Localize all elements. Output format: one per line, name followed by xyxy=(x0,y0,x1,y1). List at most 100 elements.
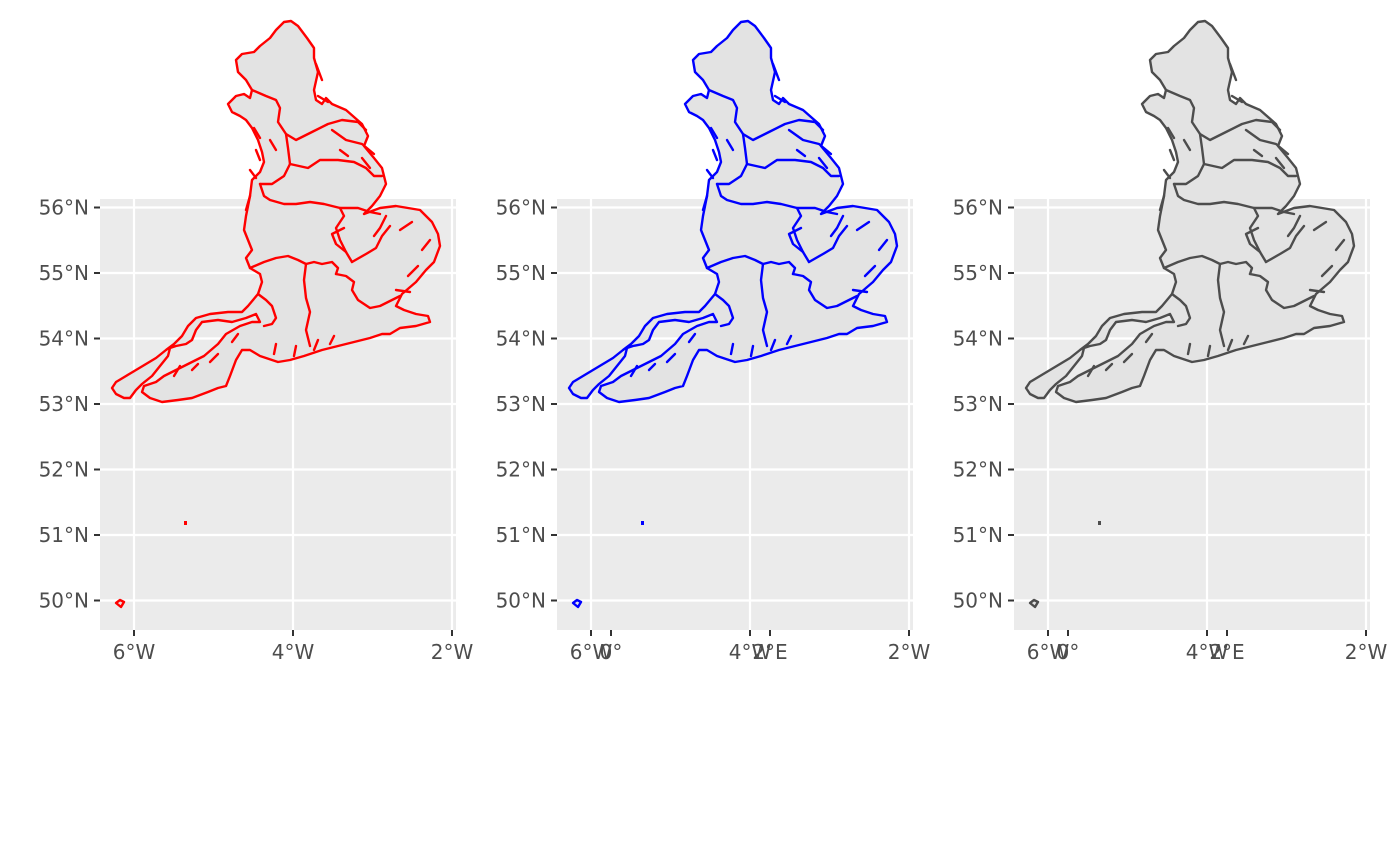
y-tick-label: 56°N xyxy=(39,196,89,220)
coast-detail xyxy=(709,126,719,140)
coast-detail xyxy=(1244,128,1290,156)
coast-detail xyxy=(1228,62,1238,82)
region-boundary xyxy=(759,262,769,348)
region-boundary xyxy=(302,262,312,348)
coast-detail xyxy=(292,344,298,358)
x-tick-label: 2°E xyxy=(752,640,787,664)
coast-detail xyxy=(1086,364,1096,378)
region-boundary xyxy=(338,206,382,216)
x-tick-label: 2°E xyxy=(1209,640,1244,664)
region-boundary xyxy=(258,132,292,186)
coast-detail xyxy=(863,264,877,278)
region-boundary xyxy=(1248,272,1316,310)
region-boundary xyxy=(258,182,354,264)
y-tick-label: 55°N xyxy=(953,261,1003,285)
coast-detail xyxy=(795,148,807,158)
coast-detail xyxy=(1312,220,1328,232)
region-boundary xyxy=(807,224,849,264)
coast-detail xyxy=(394,288,412,294)
coast-detail xyxy=(1206,344,1212,358)
coast-detail xyxy=(629,364,639,378)
coast-detail xyxy=(398,220,414,232)
region-boundary xyxy=(701,194,709,212)
coast-detail xyxy=(252,126,262,140)
coast-detail xyxy=(1334,238,1346,252)
scilly-isles xyxy=(1028,598,1040,609)
coast-detail xyxy=(1104,362,1114,372)
coast-detail xyxy=(248,168,258,180)
region-boundary xyxy=(250,88,368,142)
coast-detail xyxy=(1252,148,1264,158)
coast-detail xyxy=(314,62,324,82)
coast-detail xyxy=(687,332,697,344)
coast-detail xyxy=(1242,334,1250,346)
x-tick-label: 6°W xyxy=(1027,640,1070,664)
y-tick-label: 54°N xyxy=(953,327,1003,351)
coast-detail xyxy=(1182,138,1192,152)
region-boundary xyxy=(1264,224,1306,264)
y-tick-label: 54°N xyxy=(496,327,546,351)
coast-detail xyxy=(1166,126,1176,140)
coast-detail xyxy=(705,168,715,180)
region-boundary xyxy=(707,88,825,142)
region-boundary xyxy=(288,158,384,178)
england-outline xyxy=(567,19,899,404)
y-tick-label: 54°N xyxy=(39,327,89,351)
y-tick-label: 52°N xyxy=(39,458,89,482)
coast-detail xyxy=(1144,332,1154,344)
region-boundary xyxy=(1170,292,1192,328)
x-tick-label: 6°W xyxy=(570,640,613,664)
map-panel-blue: 6°W 4°W 2°W 0° 2°E 50°N 51°N 52°N 53°N 54°N 55°N 56… xyxy=(496,19,1245,664)
coast-detail xyxy=(1274,156,1286,170)
scilly-isles xyxy=(571,598,583,609)
coast-detail xyxy=(328,334,336,346)
coast-detail xyxy=(769,338,777,352)
region-boundary xyxy=(1172,182,1268,264)
coast-detail xyxy=(711,148,719,162)
y-tick-label: 53°N xyxy=(39,392,89,416)
coast-detail xyxy=(725,138,735,152)
x-tick-label: 2°W xyxy=(1345,640,1388,664)
region-boundary xyxy=(1216,262,1226,348)
region-boundary xyxy=(1164,88,1282,142)
region-boundary xyxy=(1252,206,1296,216)
map-panel-grey: 6°W 4°W 2°W 0° 2°E 50°N 51°N 52°N 53°N 54°N 55°N 56… xyxy=(953,19,1388,664)
coast-detail xyxy=(771,62,781,82)
region-boundary xyxy=(334,272,402,310)
coast-detail xyxy=(851,288,869,294)
region-boundary xyxy=(791,272,859,310)
coast-detail xyxy=(1186,342,1192,356)
coast-detail xyxy=(729,342,735,356)
coast-detail xyxy=(360,156,372,170)
island-dot xyxy=(184,521,187,525)
region-boundary xyxy=(713,292,735,328)
coast-detail xyxy=(406,264,420,278)
x-tick-label: 4°W xyxy=(729,640,772,664)
y-tick-label: 51°N xyxy=(953,523,1003,547)
coast-detail xyxy=(855,220,871,232)
coast-detail xyxy=(829,214,845,238)
coast-detail xyxy=(817,156,829,170)
coast-detail xyxy=(1122,352,1134,364)
coast-detail xyxy=(785,334,793,346)
coast-detail xyxy=(312,338,320,352)
y-tick-label: 52°N xyxy=(496,458,546,482)
island-dot xyxy=(1098,521,1101,525)
coast-detail xyxy=(190,362,200,372)
region-boundary xyxy=(350,224,392,264)
coast-detail xyxy=(230,332,240,344)
region-boundary xyxy=(1202,158,1298,178)
scilly-isles xyxy=(114,598,126,609)
coast-detail xyxy=(372,214,388,238)
coast-detail xyxy=(272,342,278,356)
coast-detail xyxy=(420,238,432,252)
coast-detail xyxy=(338,148,350,158)
x-tick-label: 4°W xyxy=(272,640,315,664)
x-tick-label: 0° xyxy=(600,640,623,664)
y-tick-label: 50°N xyxy=(39,589,89,613)
coast-detail xyxy=(749,344,755,358)
x-tick-label: 6°W xyxy=(113,640,156,664)
y-tick-label: 55°N xyxy=(496,261,546,285)
region-boundary xyxy=(1158,194,1166,212)
